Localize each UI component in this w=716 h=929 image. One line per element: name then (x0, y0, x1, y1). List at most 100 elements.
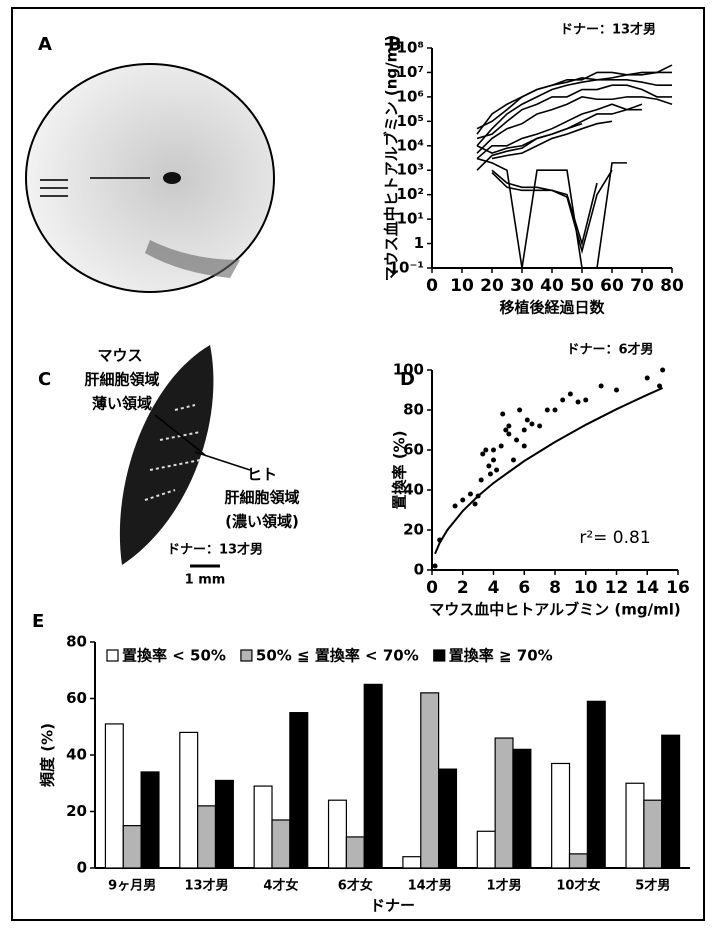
x-tick-label: 40 (540, 276, 564, 296)
pointer (195, 452, 250, 470)
point (433, 564, 438, 569)
point (494, 468, 499, 473)
x-tick-label: 14 (635, 578, 659, 598)
bar (180, 732, 198, 868)
x-tick-label: 80 (660, 276, 684, 296)
figure: A B C D E マウス 肝細胞領域 薄い領域 ヒト 肝細胞領域 (濃い領域)… (0, 0, 716, 929)
bar (587, 701, 605, 868)
legend-swatch (107, 650, 118, 661)
point (583, 398, 588, 403)
point (453, 504, 458, 509)
x-tick-label: 0 (426, 578, 438, 598)
y-tick-label: 10⁶ (397, 87, 424, 105)
point (522, 428, 527, 433)
label: 薄い領域 (92, 395, 152, 413)
x-tick-label: 16 (666, 578, 690, 598)
point (529, 422, 534, 427)
x-tick-label: 5才男 (635, 878, 670, 894)
x-tick-label: 6 (518, 578, 530, 598)
donor-label: ドナー：13才男 (167, 542, 263, 558)
data-line (492, 170, 612, 251)
x-tick-label: 14才男 (408, 878, 452, 894)
x-tick-label: 10才女 (556, 878, 600, 894)
y-tick-label: 20 (66, 802, 87, 820)
x-tick-label: 4才女 (263, 878, 298, 894)
x-tick-label: 70 (630, 276, 654, 296)
bar (495, 738, 513, 868)
legend-swatch (241, 650, 252, 661)
point (599, 384, 604, 389)
point (537, 424, 542, 429)
bar (439, 769, 457, 868)
data-line (477, 65, 672, 134)
x-tick-label: 8 (549, 578, 561, 598)
bar (141, 772, 159, 868)
bar (272, 820, 290, 868)
point (645, 376, 650, 381)
legend-label: 置換率 < 50% (122, 647, 226, 665)
x-tick-label: 1才男 (487, 878, 522, 894)
point (560, 398, 565, 403)
bar (644, 800, 662, 868)
data-line (477, 85, 672, 138)
label: 肝細胞領域 (84, 371, 159, 389)
bar (290, 713, 308, 868)
legend-label: 置換率 ≧ 70% (449, 647, 553, 665)
y-axis-label: 置換率 (%) (391, 431, 409, 510)
y-tick-label: 40 (66, 746, 87, 764)
x-tick-label: 4 (488, 578, 500, 598)
label: マウス (97, 347, 142, 365)
point (491, 448, 496, 453)
x-tick-label: 60 (600, 276, 624, 296)
point (525, 418, 530, 423)
panel-letter: A (38, 34, 52, 55)
y-tick-label: 0 (414, 561, 424, 579)
x-tick-label: 30 (510, 276, 534, 296)
x-tick-label: 2 (457, 578, 469, 598)
bar (364, 684, 382, 868)
bar (570, 854, 588, 868)
x-tick-label: 13才男 (185, 878, 229, 894)
point (506, 424, 511, 429)
bar (403, 857, 421, 868)
y-tick-label: 80 (403, 401, 424, 419)
point (506, 432, 511, 437)
point (576, 400, 581, 405)
bar (254, 786, 272, 868)
panel-letter: E (32, 611, 44, 632)
point (480, 452, 485, 457)
legend-label: 50% ≦ 置換率 < 70% (256, 647, 419, 665)
bar (421, 693, 439, 868)
point (491, 458, 496, 463)
legend-swatch (434, 650, 445, 661)
scale-label: 1 mm (185, 573, 226, 588)
bar (215, 780, 233, 868)
y-tick-label: 10³ (397, 161, 424, 179)
y-tick-label: 100 (393, 361, 424, 379)
x-axis-label: マウス血中ヒトアルブミン (mg/ml) (429, 601, 680, 619)
bar (513, 749, 531, 868)
y-tick-label: 20 (403, 521, 424, 539)
point (503, 428, 508, 433)
point (479, 478, 484, 483)
point (517, 408, 522, 413)
bar (626, 783, 644, 868)
y-tick-label: 10⁸ (397, 39, 424, 57)
x-tick-label: 0 (426, 276, 438, 296)
point (460, 498, 465, 503)
bar (123, 826, 141, 868)
point (499, 444, 504, 449)
x-tick-label: 50 (570, 276, 594, 296)
point (660, 368, 665, 373)
label: (濃い領域) (225, 513, 299, 531)
chart-title: ドナー：13才男 (560, 22, 656, 38)
y-axis-label: 頻度 (%) (39, 723, 57, 787)
chart-title: ドナー：6才男 (566, 342, 653, 358)
x-tick-label: 9ヶ月男 (108, 879, 156, 894)
point (614, 388, 619, 393)
x-tick-label: 10 (450, 276, 474, 296)
point (468, 492, 473, 497)
bar (477, 831, 495, 868)
bar (662, 735, 680, 868)
bar (346, 837, 364, 868)
